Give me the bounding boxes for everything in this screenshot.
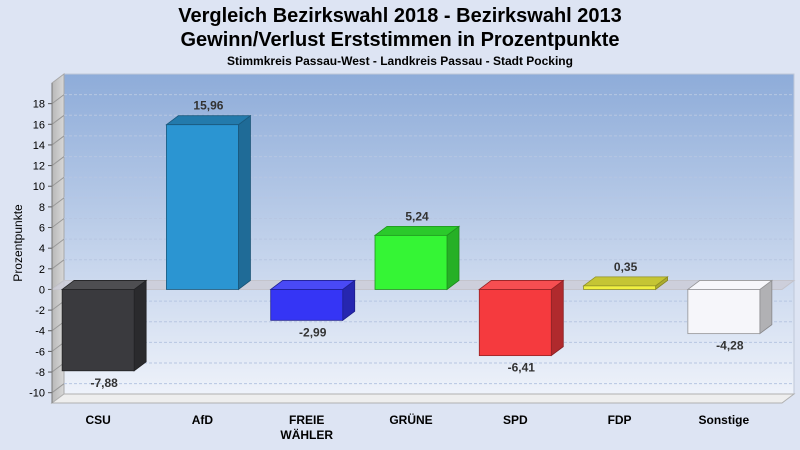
data-label: 5,24 xyxy=(405,209,429,223)
plot-floor xyxy=(50,393,796,404)
y-tick-label: 10 xyxy=(33,181,45,193)
chart-title-2: Gewinn/Verlust Erststimmen in Prozentpun… xyxy=(180,29,620,51)
bar-top xyxy=(269,280,356,290)
gridline-side xyxy=(51,114,65,125)
data-label: -6,41 xyxy=(508,361,536,375)
bar-top xyxy=(165,115,252,126)
x-tick-label: GRÜNE xyxy=(389,412,432,427)
y-tick-label: 0 xyxy=(39,284,45,296)
x-tick-label: WÄHLER xyxy=(280,427,333,442)
bar-fdp xyxy=(582,276,669,291)
bar-side xyxy=(550,279,564,357)
bar-freie-wähler xyxy=(269,279,356,322)
x-tick-label: AfD xyxy=(192,413,214,427)
y-tick-label: 18 xyxy=(33,99,45,111)
gridline-side xyxy=(51,94,65,105)
gridline-side xyxy=(51,383,65,394)
bar-front xyxy=(61,289,135,372)
data-label: -4,28 xyxy=(716,339,744,353)
bar-front xyxy=(166,124,239,290)
y-tick-label: -4 xyxy=(35,326,45,338)
bar-front xyxy=(687,289,761,335)
bar-sonstige xyxy=(686,279,774,335)
bar-top xyxy=(582,276,669,287)
gridline-side xyxy=(51,259,65,270)
bar-front xyxy=(478,289,552,357)
gridline-side xyxy=(51,197,65,208)
bar-top xyxy=(373,225,461,236)
data-label: 15,96 xyxy=(193,99,223,113)
x-tick-label: CSU xyxy=(85,413,110,427)
bar-side xyxy=(446,225,460,291)
gridline-side xyxy=(51,176,65,187)
y-tick-label: -10 xyxy=(29,388,45,400)
bar-top xyxy=(478,280,565,290)
bar-front xyxy=(583,285,656,290)
bar-grüne xyxy=(373,225,461,291)
gridline-side xyxy=(51,135,65,146)
bar-afd xyxy=(165,114,252,291)
bar-top xyxy=(60,280,148,290)
bar-front xyxy=(374,234,448,290)
y-axis-label: Prozentpunkte xyxy=(11,204,25,282)
y-tick-label: -6 xyxy=(35,346,45,358)
data-label: -7,88 xyxy=(90,376,118,390)
x-tick-label: FDP xyxy=(608,413,632,427)
y-tick-label: 2 xyxy=(39,264,45,276)
x-tick-label: Sonstige xyxy=(699,413,750,427)
gridline-side xyxy=(51,156,65,166)
bar-side xyxy=(238,114,251,291)
gridline-side xyxy=(51,218,65,228)
y-tick-label: 14 xyxy=(33,140,45,152)
bar-side xyxy=(133,279,147,372)
bar-top xyxy=(686,280,774,290)
x-tick-label: SPD xyxy=(503,413,528,427)
bar-csu xyxy=(60,279,148,372)
y-tick-label: -2 xyxy=(35,305,45,317)
y-tick-label: -8 xyxy=(35,367,45,379)
y-tick-label: 6 xyxy=(39,223,45,235)
data-label: -2,99 xyxy=(299,325,327,339)
bar-front xyxy=(270,289,344,321)
gridline-side xyxy=(51,238,65,249)
y-tick-label: 16 xyxy=(33,119,45,131)
bar-spd xyxy=(478,279,565,357)
chart-subtitle: Stimmkreis Passau-West - Landkreis Passa… xyxy=(227,54,573,68)
data-label: 0,35 xyxy=(614,260,638,274)
y-tick-label: 12 xyxy=(33,161,45,173)
x-tick-label: FREIE xyxy=(289,413,324,427)
chart-title: Vergleich Bezirkswahl 2018 - Bezirkswahl… xyxy=(178,5,622,27)
y-tick-label: 4 xyxy=(39,243,45,255)
y-tick-label: 8 xyxy=(39,202,45,214)
